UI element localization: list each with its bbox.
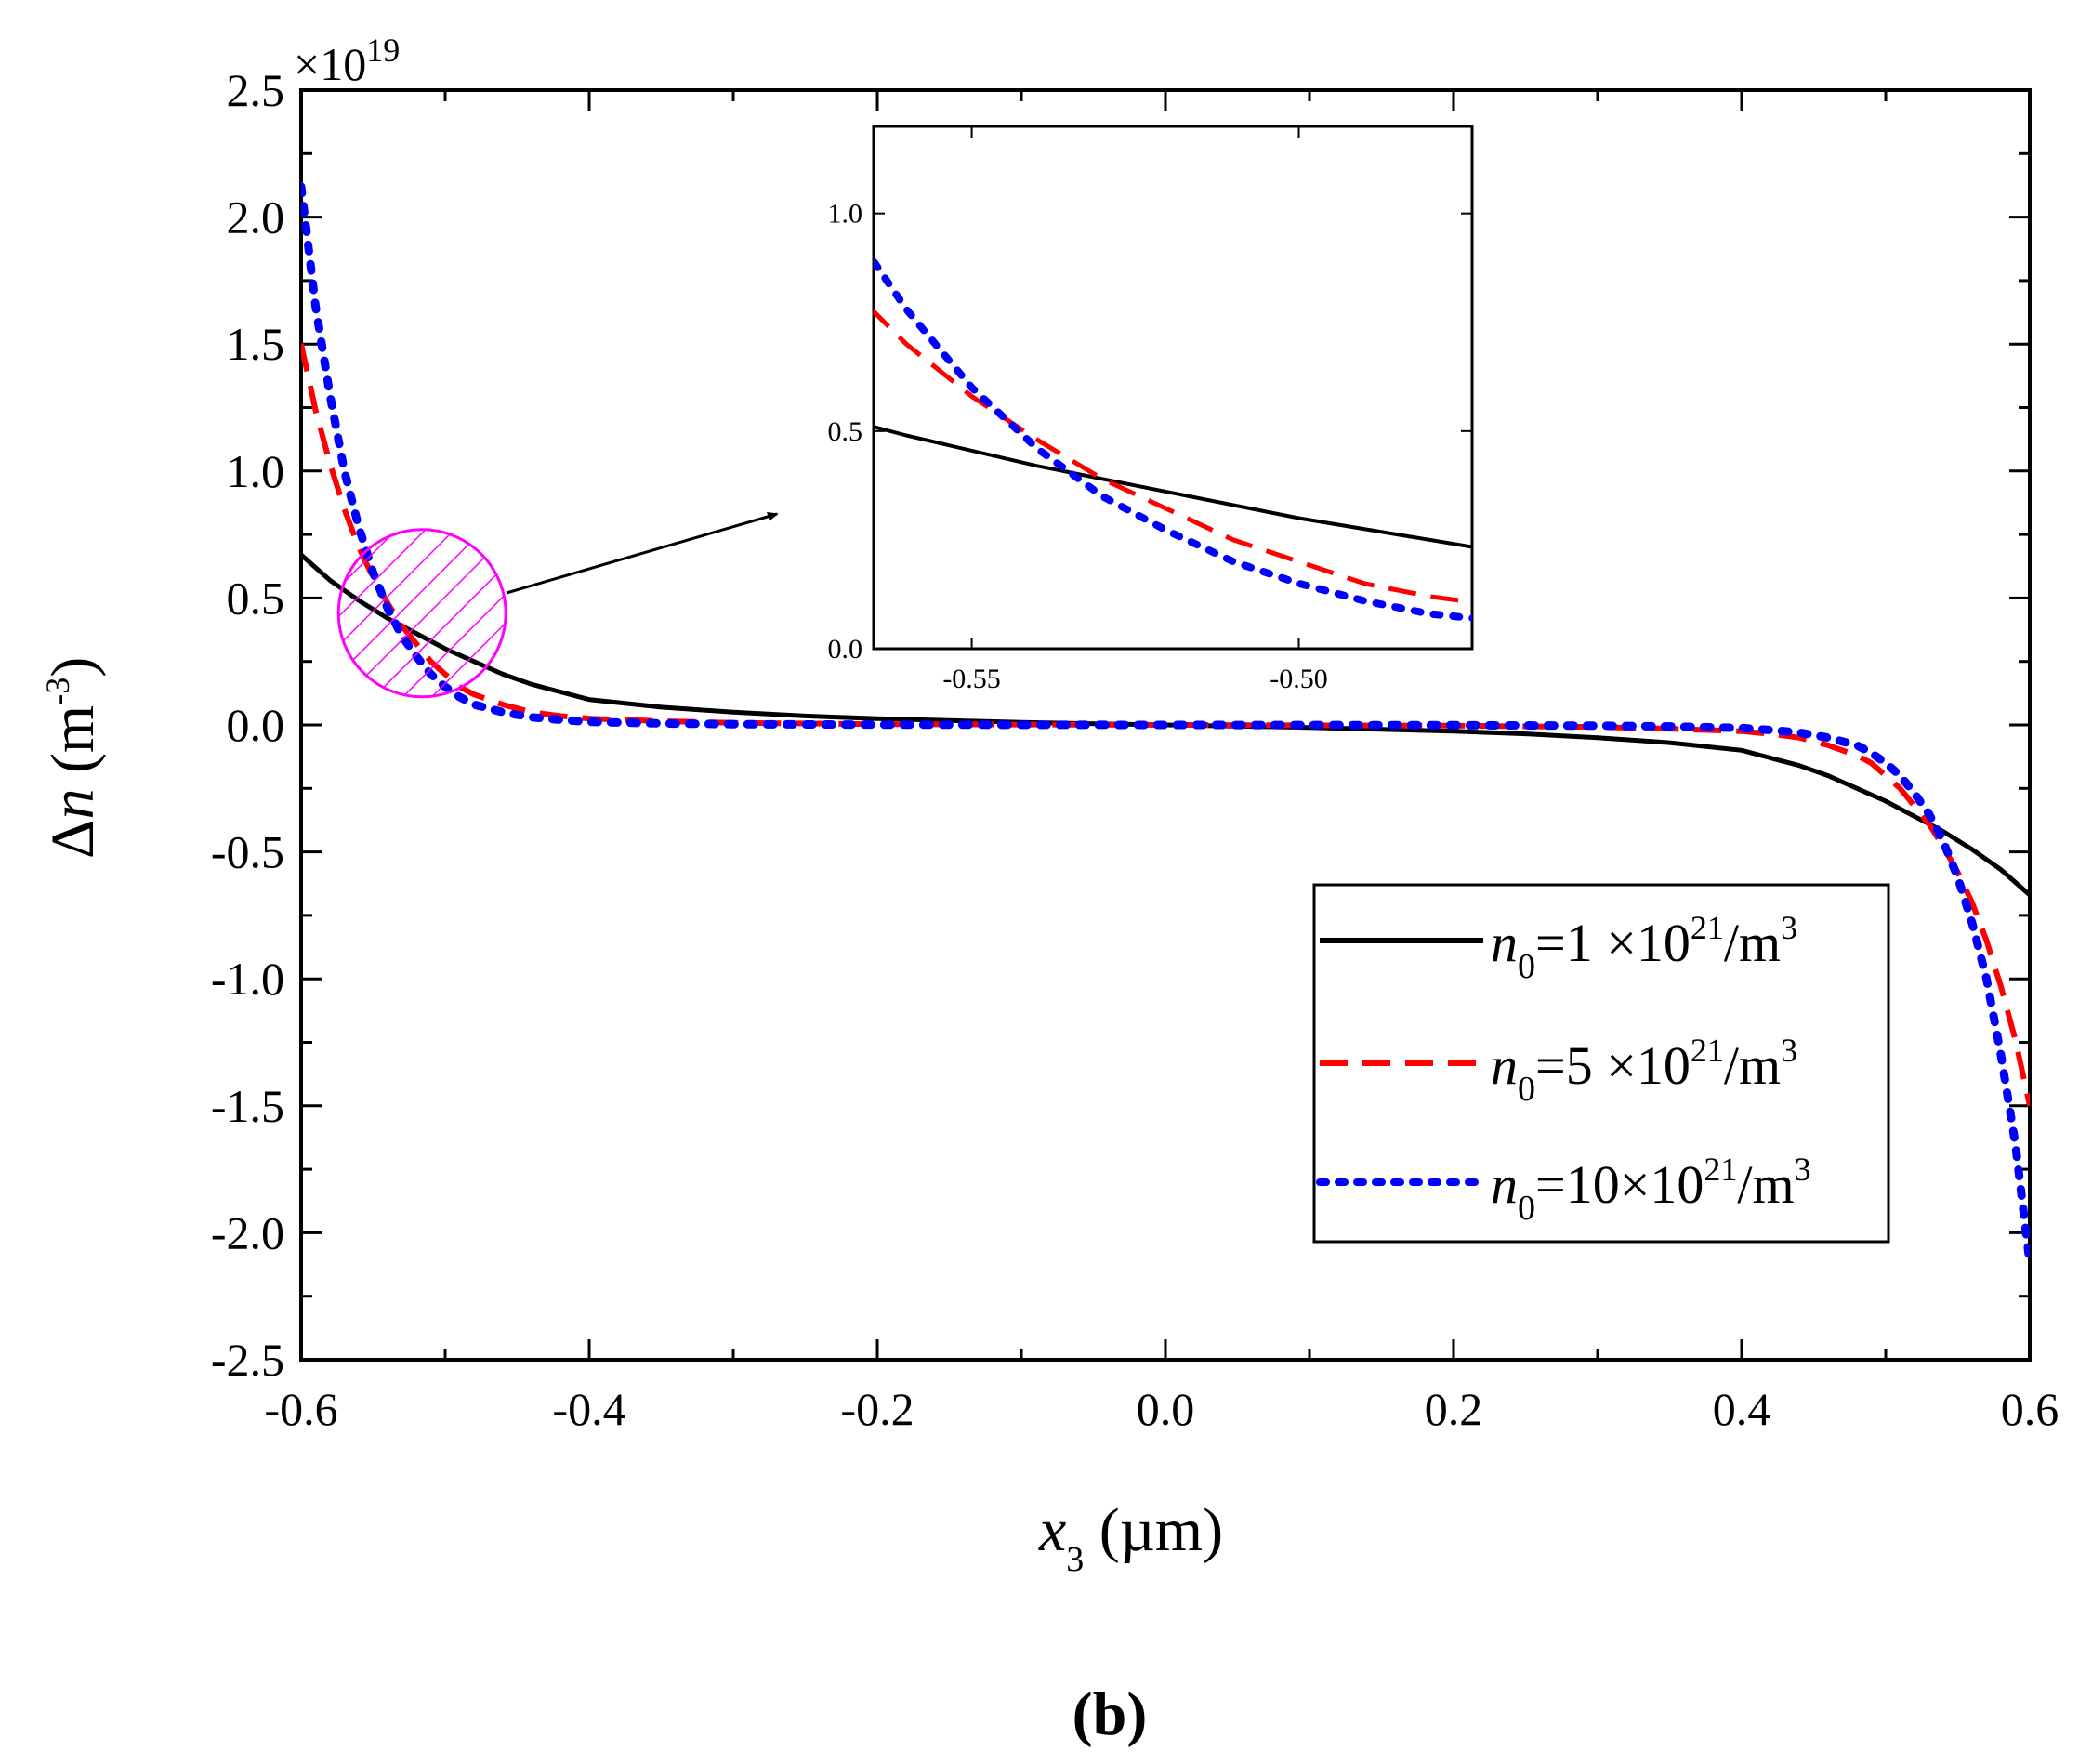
y-tick-label-neg1p5: -1.5 xyxy=(211,1080,284,1132)
inset-tick-labels: -0.55 -0.50 0.0 0.5 1.0 xyxy=(828,199,1328,694)
legend-label-n0-10: n0=10×1021/m3 xyxy=(1491,1151,1811,1228)
y-axis-label: Δn (m-3) xyxy=(39,657,107,859)
x-axis-label: x3 (µm) xyxy=(1038,1496,1223,1579)
inset-series-n0-10-line xyxy=(874,255,1472,623)
inset-series-n0-5-line xyxy=(874,308,1472,605)
inset-x-tick-label-neg0p55: -0.55 xyxy=(942,664,1001,694)
x-tick-label-neg0p6: -0.6 xyxy=(264,1383,337,1435)
y-tick-label-neg1: -1.0 xyxy=(211,953,284,1005)
inset-x-tick-label-neg0p5: -0.50 xyxy=(1270,664,1328,694)
inset-y-tick-label-0: 0.0 xyxy=(828,634,863,665)
x-tick-label-0p4: 0.4 xyxy=(1713,1383,1771,1435)
y-tick-label-neg0p5: -0.5 xyxy=(211,826,284,878)
y-tick-label-neg2p5: -2.5 xyxy=(211,1334,284,1386)
legend-label-n0-5: n0=5 ×1021/m3 xyxy=(1491,1032,1797,1109)
x-tick-label-0p2: 0.2 xyxy=(1425,1383,1483,1435)
y-axis-exponent: ×1019 xyxy=(294,32,400,90)
x-tick-label-neg0p2: -0.2 xyxy=(840,1383,914,1435)
figure-caption: (b) xyxy=(1072,1680,1148,1748)
inset-y-tick-label-0p5: 0.5 xyxy=(828,416,863,447)
inset-series xyxy=(874,255,1472,623)
y-tick-label-0: 0.0 xyxy=(227,699,285,751)
y-tick-label-neg2: -2.0 xyxy=(211,1206,284,1258)
y-tick-label-2: 2.0 xyxy=(227,191,285,244)
x-tick-label-0p6: 0.6 xyxy=(2001,1383,2059,1435)
inset-plot-area xyxy=(872,125,1474,651)
main-axes-ticks xyxy=(299,88,2032,1362)
inset-y-tick-label-1: 1.0 xyxy=(828,199,863,230)
main-tick-labels: -0.6 -0.4 -0.2 0.0 0.2 0.4 0.6 2.5 2.0 1.5 1.0 0.5 0… xyxy=(211,64,2059,1435)
y-tick-label-2p5: 2.5 xyxy=(227,64,285,116)
x-tick-label-neg0p4: -0.4 xyxy=(552,1383,625,1435)
zoom-arrow xyxy=(506,512,779,595)
legend: n0=1 ×1021/m3 n0=5 ×1021/m3 n0=10×1021/m… xyxy=(1312,883,1890,1244)
y-tick-label-1p5: 1.5 xyxy=(227,318,285,370)
y-tick-label-1: 1.0 xyxy=(227,445,285,497)
y-tick-label-0p5: 0.5 xyxy=(227,572,285,624)
zoom-highlight-circle xyxy=(336,528,507,699)
legend-label-n0-1: n0=1 ×1021/m3 xyxy=(1491,909,1797,986)
x-tick-label-0: 0.0 xyxy=(1137,1383,1195,1435)
inset-series-n0-1-line xyxy=(874,425,1472,549)
